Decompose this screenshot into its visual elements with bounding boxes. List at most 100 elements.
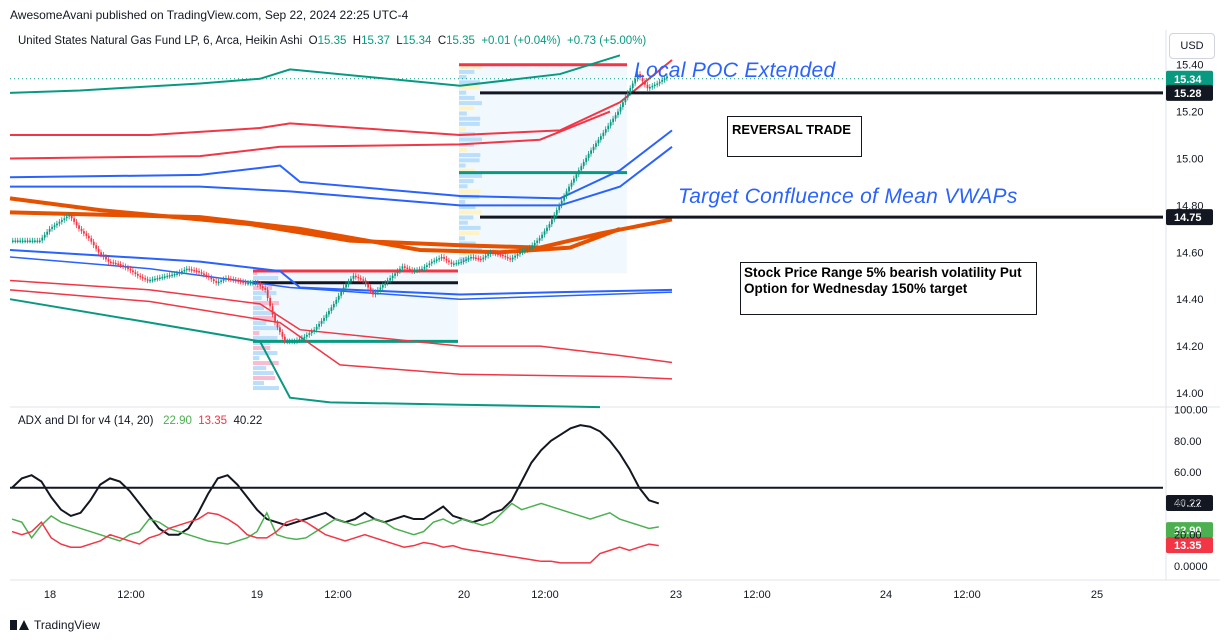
candle-body	[592, 146, 595, 151]
candle-body	[560, 200, 563, 206]
candle-body	[372, 290, 374, 295]
profile-bar	[253, 361, 279, 366]
candle-body	[381, 285, 384, 288]
candle-body	[220, 280, 223, 282]
candle-body	[401, 266, 404, 269]
candle-body	[323, 317, 325, 321]
profile-bar	[459, 173, 482, 178]
vwap-band-line	[10, 59, 673, 137]
candle-body	[151, 279, 154, 281]
candle-body	[78, 225, 80, 229]
candle-body	[391, 275, 394, 279]
symbol-title[interactable]: United States Natural Gas Fund LP, 6, Ar…	[18, 35, 303, 47]
candle-body	[399, 268, 401, 272]
candle-body	[58, 221, 61, 224]
candle-body	[24, 240, 27, 243]
candle-body	[656, 83, 659, 85]
profile-bar	[459, 121, 480, 126]
adx-title[interactable]: ADX and DI for v4 (14, 20)	[18, 415, 154, 427]
candle-body	[362, 279, 365, 281]
candle-body	[649, 86, 651, 89]
candle-body	[472, 256, 475, 259]
annotation-reversal[interactable]: REVERSAL TRADE	[727, 116, 862, 157]
candle-body	[298, 339, 301, 341]
candle-body	[413, 270, 416, 272]
published-line: AwesomeAvani published on TradingView.co…	[10, 8, 409, 22]
annotation-target[interactable]: Target Confluence of Mean VWAPs	[678, 185, 1018, 208]
annotation-poc[interactable]: Local POC Extended	[634, 59, 836, 82]
profile-bar	[459, 220, 468, 225]
candle-body	[320, 320, 323, 324]
candle-body	[308, 333, 311, 335]
brand[interactable]: TradingView	[34, 618, 101, 632]
price-label-bg	[1166, 70, 1213, 87]
candle-body	[127, 267, 129, 270]
candle-body	[124, 266, 127, 268]
profile-bar	[459, 236, 465, 241]
candle-body	[114, 262, 117, 265]
candle-body	[159, 277, 161, 280]
candle-body	[181, 271, 183, 273]
profile-bar	[459, 246, 482, 251]
candle-body	[105, 256, 107, 260]
di-plus-value: 22.90	[163, 415, 192, 427]
candle-body	[337, 295, 340, 300]
currency-button[interactable]: USD	[1169, 33, 1215, 59]
candle-body	[227, 278, 230, 280]
profile-bar	[459, 215, 474, 220]
candle-body	[252, 282, 254, 285]
candle-body	[617, 111, 619, 116]
open-value: 15.35	[317, 35, 347, 47]
profile-bar	[459, 127, 466, 132]
candle-body	[347, 281, 350, 285]
candle-body	[582, 162, 585, 167]
candle-body	[448, 260, 450, 263]
candle-body	[367, 283, 370, 288]
candle-body	[16, 240, 19, 243]
candle-body	[156, 278, 159, 280]
candle-body	[225, 278, 227, 280]
candle-body	[318, 323, 321, 327]
candle-body	[75, 221, 78, 226]
profile-bar	[253, 336, 278, 341]
time-tick-label: 18	[44, 589, 56, 601]
candle-body	[609, 122, 612, 126]
candle-body	[242, 281, 245, 284]
candle-body	[587, 153, 590, 158]
time-tick-label: 19	[251, 589, 263, 601]
low-label: L	[396, 35, 403, 47]
price-label-bg	[1166, 84, 1213, 101]
candle-body	[607, 125, 610, 130]
profile-bar	[253, 296, 262, 301]
candle-body	[212, 279, 215, 282]
candle-body	[528, 247, 531, 250]
candle-body	[612, 118, 615, 123]
profile-bar	[459, 231, 480, 236]
candle-body	[359, 278, 362, 280]
profile-bar	[253, 386, 279, 391]
high-value: 15.37	[361, 35, 390, 47]
candle-body	[386, 280, 389, 283]
adx-label-bg	[1166, 537, 1213, 554]
candle-body	[335, 299, 338, 304]
candle-body	[254, 282, 257, 285]
candle-body	[379, 287, 382, 290]
candle-body	[467, 258, 470, 260]
annotation-put-option[interactable]: Stock Price Range 5% bearish volatility …	[740, 262, 1037, 315]
candle-body	[56, 223, 58, 226]
profile-bar	[253, 316, 274, 321]
candle-body	[585, 157, 588, 163]
vwap-band-line	[9, 54, 621, 94]
candle-body	[499, 254, 502, 256]
profile-bar	[459, 163, 466, 168]
candle-body	[543, 231, 546, 235]
profile-bar	[253, 346, 271, 351]
candle-body	[163, 276, 166, 278]
candle-body	[565, 191, 568, 197]
candle-body	[658, 81, 661, 84]
axes: 15.40 15.20 15.00 14.80 14.60 14.40 14.20 14.00…	[44, 60, 1208, 601]
adx-tick-label: 100.00	[1174, 405, 1208, 417]
adx-legend: ADX and DI for v4 (14, 20) 22.90 13.35 4…	[18, 415, 262, 427]
candle-body	[502, 254, 504, 257]
